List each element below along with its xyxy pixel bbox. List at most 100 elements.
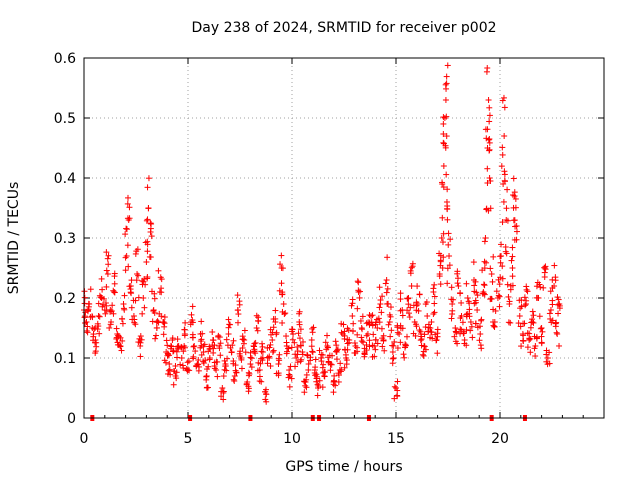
data-point (499, 219, 506, 226)
data-point (303, 371, 310, 378)
data-point (253, 325, 260, 331)
data-point (497, 259, 504, 266)
data-point (163, 337, 170, 344)
data-point (485, 97, 492, 103)
data-point (466, 310, 473, 317)
data-point (251, 343, 258, 350)
data-point (272, 307, 279, 314)
data-point (486, 175, 493, 181)
data-point (296, 321, 303, 328)
data-point (315, 382, 322, 389)
data-point (440, 120, 447, 127)
data-point (333, 342, 340, 349)
data-point (127, 286, 134, 293)
data-point (369, 342, 376, 349)
data-point (309, 349, 316, 356)
data-point (319, 384, 326, 391)
data-point (504, 186, 511, 193)
data-point (452, 338, 459, 345)
data-point (293, 355, 300, 361)
data-point (394, 392, 401, 399)
data-point (98, 275, 105, 282)
data-point (178, 355, 185, 361)
data-point (443, 113, 450, 120)
data-point (531, 345, 538, 352)
data-point (358, 338, 365, 345)
data-point (486, 118, 493, 125)
data-point (216, 345, 223, 352)
data-point (488, 295, 495, 302)
data-point (145, 205, 152, 212)
data-point (209, 328, 216, 335)
data-point (348, 302, 355, 309)
data-point (407, 304, 414, 311)
data-point (423, 299, 430, 306)
data-point (161, 320, 168, 327)
data-point (161, 314, 168, 321)
data-point (383, 289, 390, 296)
data-point (128, 290, 135, 297)
data-point (231, 378, 238, 385)
data-point (394, 324, 401, 331)
data-point (97, 294, 104, 301)
data-point (224, 355, 231, 362)
data-point (153, 319, 160, 326)
data-point (504, 217, 511, 224)
data-point (546, 360, 553, 367)
data-point (413, 302, 420, 309)
data-point (345, 339, 352, 346)
data-point (529, 308, 536, 315)
data-point (126, 204, 133, 211)
data-point (239, 345, 246, 352)
data-point (431, 309, 438, 316)
data-point (109, 302, 116, 309)
data-point (304, 351, 311, 358)
y-tick-label: 0.4 (54, 171, 76, 187)
data-point (191, 343, 198, 349)
data-point (553, 329, 560, 336)
data-point (179, 362, 186, 369)
data-point (205, 348, 212, 355)
data-point (425, 328, 432, 335)
data-point (421, 331, 428, 338)
data-point (268, 331, 275, 338)
data-point (125, 263, 132, 270)
data-point (289, 336, 296, 343)
data-point (416, 291, 423, 298)
data-point (443, 171, 450, 178)
data-point (223, 336, 230, 343)
data-point (307, 354, 314, 361)
data-point (534, 294, 541, 301)
data-point (258, 378, 265, 385)
data-point (187, 321, 194, 328)
data-point (262, 388, 269, 395)
data-point (279, 319, 286, 326)
data-point (81, 294, 88, 301)
data-point (172, 363, 179, 370)
data-point (199, 330, 206, 337)
data-point (366, 337, 373, 344)
data-point (144, 248, 151, 255)
data-point (104, 255, 111, 262)
data-point (372, 346, 379, 353)
data-point (107, 321, 114, 328)
data-point (296, 335, 303, 342)
data-point (335, 370, 342, 377)
data-point (166, 361, 173, 367)
data-point (476, 337, 483, 344)
data-point (513, 228, 520, 235)
data-point (129, 316, 136, 323)
data-point (113, 335, 120, 342)
data-point (237, 353, 244, 360)
data-point (376, 304, 383, 311)
data-point (225, 316, 232, 323)
data-point (135, 272, 142, 279)
data-point (536, 281, 543, 288)
data-point (103, 267, 110, 274)
x-axis-label: GPS time / hours (285, 459, 402, 475)
data-point (448, 284, 455, 291)
data-point (327, 367, 334, 374)
data-point (542, 266, 549, 273)
data-point (527, 324, 534, 331)
